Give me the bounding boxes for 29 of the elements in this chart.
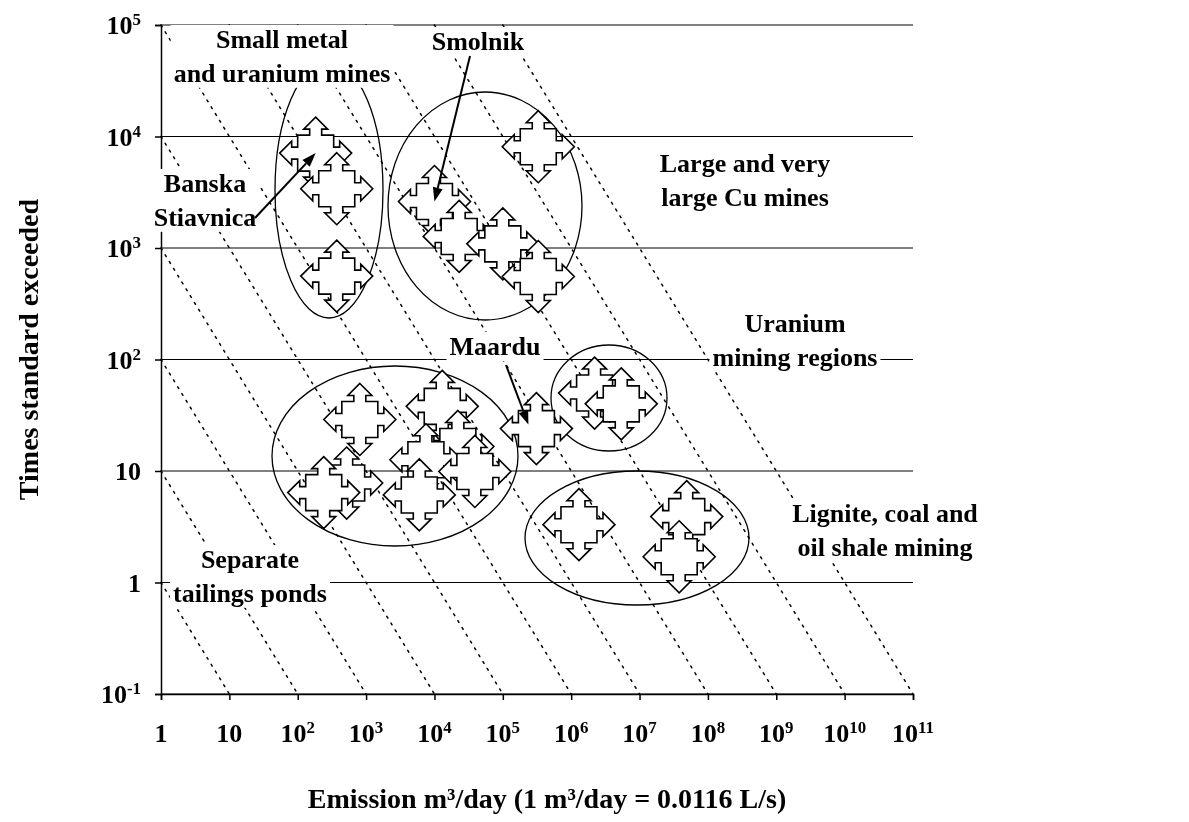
y-tick-label: 10$^{-1}$ [100, 678, 141, 710]
y-axis-title: Times standard exceeded [13, 198, 44, 501]
x-tick-label: 10$^{5}$ [485, 717, 521, 748]
annotation: Maardu [449, 332, 541, 361]
annotation: Small metal and uranium mines [173, 25, 391, 88]
x-tick-label: 10$^{11}$ [892, 717, 934, 748]
x-tick-label: 10$^{9}$ [759, 717, 794, 748]
x-tick-label: 10$^{7}$ [622, 717, 658, 748]
annotation: Large and very large Cu mines [659, 149, 831, 212]
x-tick-label: 10 [216, 719, 243, 748]
annotation: Uranium mining regions [712, 309, 878, 372]
annotation: Separate tailings ponds [173, 545, 327, 608]
y-tick-label: 10$^{5}$ [106, 9, 141, 41]
x-tick-label: 10$^{6}$ [553, 717, 589, 748]
x-tick-label: 10$^{3}$ [348, 717, 384, 748]
x-axis-title: Emission m³/day (1 m³/day = 0.0116 L/s) [307, 783, 787, 814]
annotation: Lignite, coal and oil shale mining [792, 499, 979, 562]
x-tick-label: 1 [154, 719, 168, 748]
y-tick-label: 10$^{2}$ [106, 344, 141, 375]
x-tick-label: 10$^{8}$ [690, 717, 726, 748]
annotation: Banska Stiavnica [153, 169, 257, 232]
y-tick-label: 10 [115, 457, 141, 487]
annotation: Smolnik [431, 27, 525, 56]
x-tick-label: 10$^{2}$ [280, 717, 315, 748]
y-tick-label: 1 [128, 568, 141, 598]
x-tick-label: 10$^{4}$ [417, 717, 453, 748]
x-tick-label: 10$^{10}$ [823, 717, 867, 748]
y-tick-label: 10$^{3}$ [106, 232, 141, 264]
y-tick-label: 10$^{4}$ [106, 121, 142, 152]
